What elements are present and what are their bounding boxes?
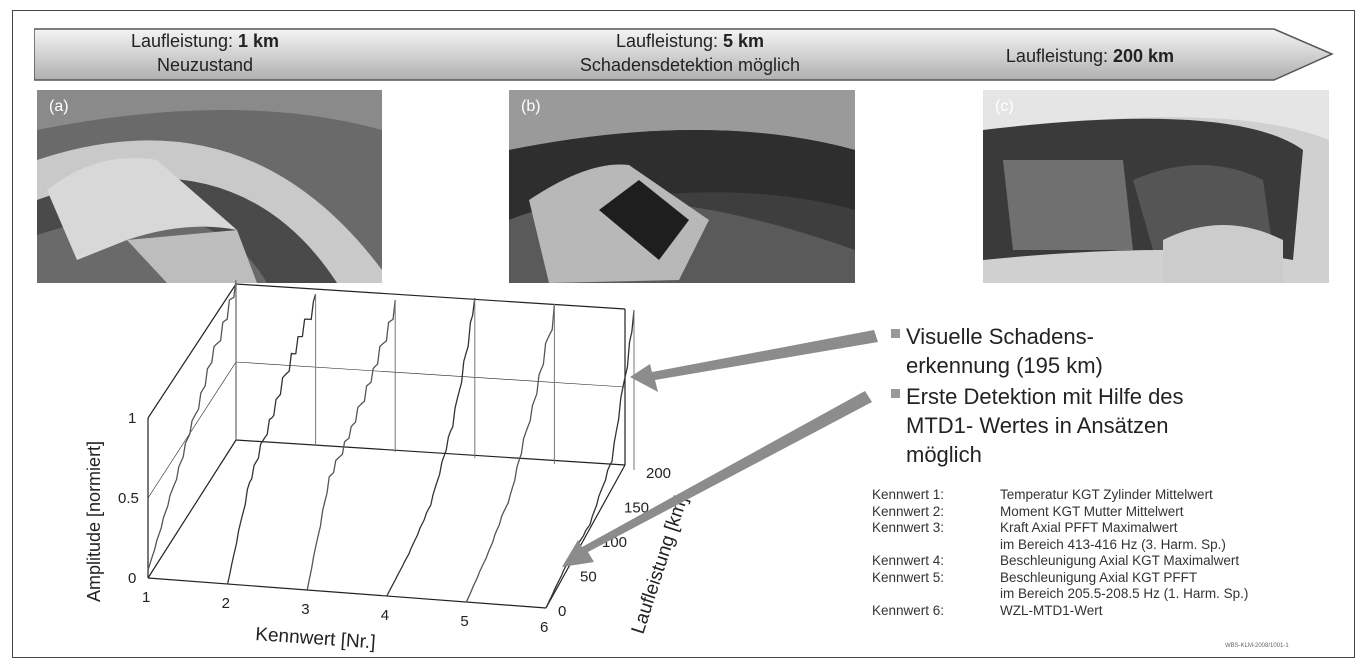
legend-desc-cont: im Bereich 205.5-208.5 Hz (1. Harm. Sp.) [1000, 586, 1249, 601]
z-tick-label: 0 [558, 603, 566, 620]
series-line-kennwert-3 [306, 299, 396, 591]
bullet-square-icon [891, 329, 900, 338]
stage-3: Laufleistung: 200 km [960, 44, 1220, 68]
back-floor-line [235, 439, 626, 466]
chart-series-group [147, 279, 635, 609]
chart-axes [147, 283, 626, 609]
z-tick-label: 150 [624, 500, 649, 517]
legend-key: Kennwert 5: [872, 569, 945, 585]
legend-key: Kennwert 1: [872, 487, 945, 502]
bullet-2-line-2: MTD1- Wertes in Ansätzen [906, 413, 1169, 438]
legend-key: Kennwert 4: [872, 553, 945, 568]
stage-2: Laufleistung: 5 km Schadensdetektion mög… [520, 29, 860, 77]
legend-desc: Kraft Axial PFFT Maximalwert [1000, 520, 1178, 535]
series-line-kennwert-6 [545, 309, 635, 609]
legend-row-2: Kennwert 2: Moment KGT Mutter Mittelwert [872, 504, 1367, 521]
stage-1-label: Laufleistung: [130, 31, 234, 51]
stage-1: Laufleistung: 1 km Neuzustand [85, 29, 325, 77]
legend-desc-cont: im Bereich 413-416 Hz (3. Harm. Sp.) [1000, 536, 1226, 552]
bullet-visual-detection: Visuelle Schadens- erkennung (195 km) [891, 322, 1103, 380]
stage-3-label: Laufleistung: [1005, 46, 1108, 66]
stage-2-sub: Schadensdetektion möglich [579, 55, 801, 75]
bullet-square-icon [891, 389, 900, 398]
arrow-visual-detection [630, 330, 878, 392]
z-tick-label: 50 [580, 569, 597, 586]
banner-arrow-shape [34, 28, 1334, 81]
stage-1-sub: Neuzustand [156, 55, 254, 75]
photo-c-tag: (c) [995, 98, 1014, 115]
bullet-2-line-1: Erste Detektion mit Hilfe des [906, 384, 1184, 409]
series-line-kennwert-4 [386, 297, 476, 597]
legend-row-3: Kennwert 3: Kraft Axial PFFT Maximalwert [872, 520, 1367, 537]
photo-a-tag: (a) [49, 98, 69, 115]
series-line-kennwert-5 [465, 303, 556, 603]
bullet-first-detection: Erste Detektion mit Hilfe des MTD1- Wert… [891, 382, 1184, 469]
back-wall-top [235, 283, 626, 310]
document-stamp: WBS-KLM-2008/1001-1 [1225, 643, 1289, 649]
x-tick-label: 2 [222, 595, 230, 612]
series-line-kennwert-2 [226, 293, 317, 585]
stage-2-value: 5 km [723, 31, 765, 51]
y-tick-label: 0.5 [118, 490, 139, 507]
z-tick-label: 200 [646, 465, 671, 482]
z-axis-line [545, 464, 626, 609]
stage-2-label: Laufleistung: [615, 31, 719, 51]
legend-key: Kennwert 3: [872, 520, 945, 535]
legend-desc: Temperatur KGT Zylinder Mittelwert [1000, 487, 1213, 502]
legend-row-5b: im Bereich 205.5-208.5 Hz (1. Harm. Sp.) [872, 586, 1367, 603]
bullet-2-line-3: möglich [906, 442, 982, 467]
photo-b-tag: (b) [521, 98, 541, 115]
left-wall-top [147, 283, 237, 419]
photo-a: (a) [37, 90, 382, 283]
legend-key: Kennwert 2: [872, 503, 945, 519]
progress-arrow-banner [34, 27, 1334, 83]
grid-half-back [235, 361, 626, 388]
legend-row-1: Kennwert 1: Temperatur KGT Zylinder Mitte… [872, 487, 1367, 504]
legend-desc: Beschleunigung Axial KGT Maximalwert [1000, 553, 1240, 568]
legend-key: Kennwert 6: [872, 602, 945, 618]
x-tick-label: 5 [460, 613, 468, 630]
annotation-arrows [562, 330, 878, 567]
series-line-kennwert-1 [147, 279, 237, 571]
legend-row-3b: im Bereich 413-416 Hz (3. Harm. Sp.) [872, 537, 1367, 554]
y-tick-label: 1 [128, 410, 136, 427]
x-tick-label: 1 [142, 589, 150, 606]
kennwert-legend: Kennwert 1: Temperatur KGT Zylinder Mitte… [872, 487, 1367, 619]
x-axis-label: Kennwert [Nr.] [255, 624, 377, 653]
legend-row-6: Kennwert 6: WZL-MTD1-Wert [872, 603, 1367, 620]
bullet-1-line-2: erkennung (195 km) [906, 353, 1103, 378]
grid-half-left [147, 361, 237, 499]
bearing-photo-a-image [37, 90, 382, 283]
photo-c: (c) [983, 90, 1329, 283]
x-tick-label: 4 [381, 607, 389, 624]
front-left-depth-line [147, 439, 237, 579]
bearing-photo-c-image [983, 90, 1329, 283]
legend-row-4: Kennwert 4: Beschleunigung Axial KGT Maxi… [872, 553, 1367, 570]
y-axis-label: Amplitude [normiert] [84, 441, 104, 602]
legend-desc: Beschleunigung Axial KGT PFFT [1000, 569, 1198, 585]
x-tick-label: 3 [301, 601, 309, 618]
stage-1-value: 1 km [238, 31, 280, 51]
legend-desc: WZL-MTD1-Wert [1000, 602, 1103, 618]
x-tick-label: 6 [540, 619, 548, 636]
bearing-photo-b-image [509, 90, 855, 283]
x-axis-line [147, 577, 547, 609]
legend-desc: Moment KGT Mutter Mittelwert [1000, 503, 1184, 519]
stage-3-value: 200 km [1113, 46, 1175, 66]
photo-b: (b) [509, 90, 855, 283]
legend-row-5: Kennwert 5: Beschleunigung Axial KGT PFFT [872, 570, 1367, 587]
bullet-1-line-1: Visuelle Schadens- [906, 324, 1094, 349]
arrow-first-detection [562, 391, 872, 567]
y-tick-label: 0 [128, 570, 136, 587]
